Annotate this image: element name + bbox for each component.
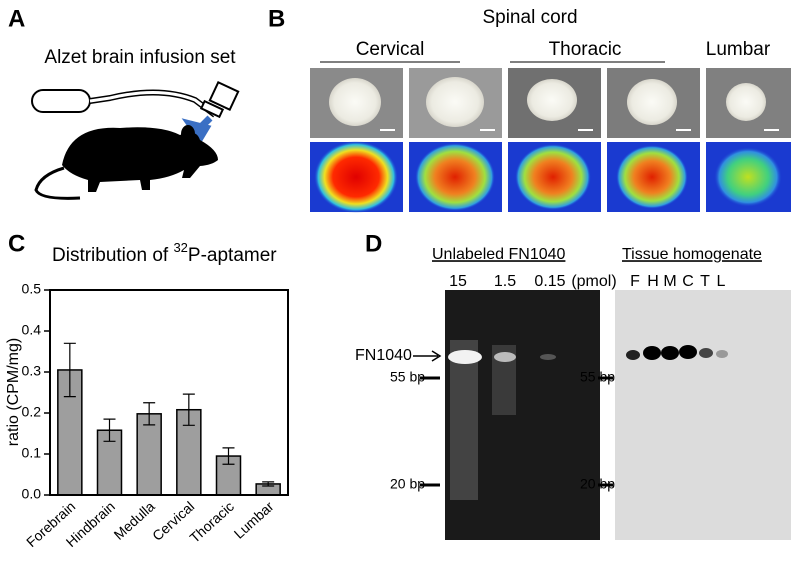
title-text: P-aptamer <box>188 245 277 266</box>
plot-frame <box>49 289 289 496</box>
marker-label: 20 bp <box>580 476 615 492</box>
error-bar <box>63 342 76 398</box>
lane-label: 1.5 <box>494 273 516 290</box>
x-tick-label: Thoracic <box>186 498 237 546</box>
y-tick-label: 0.2 <box>22 404 42 420</box>
marker-label: 55 bp <box>390 369 425 385</box>
infusion-illustration <box>31 80 240 200</box>
title-superscript: 32 <box>173 240 187 255</box>
x-tick-label: Lumbar <box>231 498 277 542</box>
y-axis-label: ratio (CPM/mg) <box>5 338 22 446</box>
marker-label: 20 bp <box>390 476 425 492</box>
lane-label: H <box>647 273 659 290</box>
y-tick-label: 0.3 <box>22 363 42 379</box>
lane-label: L <box>717 273 726 290</box>
lane-label: C <box>682 273 694 290</box>
gel-image <box>445 290 600 540</box>
bar-chart: 0.00.10.20.30.40.5ForebrainHindbrainMedu… <box>22 281 289 550</box>
lane-label: 0.15 <box>534 273 565 290</box>
panel-letter: C <box>8 230 25 257</box>
error-bar <box>262 481 275 487</box>
panel-title: Spinal cord <box>482 7 577 28</box>
unit-label: (pmol) <box>571 273 616 290</box>
panel-letter: D <box>365 230 382 257</box>
title-text: Distribution of <box>52 245 173 266</box>
marker-label: 55 bp <box>580 369 615 385</box>
band-label: FN1040 <box>355 347 412 364</box>
error-bar <box>222 447 235 465</box>
region-label: Cervical <box>356 39 425 60</box>
gel-title: Unlabeled FN1040 <box>432 246 566 263</box>
y-tick-label: 0.4 <box>22 322 42 338</box>
heatmaps <box>310 141 791 213</box>
region-label: Thoracic <box>549 39 622 60</box>
y-tick-label: 0.1 <box>22 445 42 461</box>
y-tick-label: 0.0 <box>22 486 42 502</box>
lane-label: F <box>630 273 640 290</box>
error-bar <box>143 402 156 426</box>
x-tick-label: Medulla <box>111 498 158 543</box>
gel-image <box>615 290 791 540</box>
region-label: Lumbar <box>706 39 771 60</box>
gel-title: Tissue homogenate <box>622 246 762 263</box>
lane-label: T <box>700 273 710 290</box>
tissue-images <box>310 68 791 138</box>
error-bar <box>103 418 116 442</box>
band-arrow <box>413 350 442 362</box>
panel-letter: A <box>8 5 25 32</box>
lane-label: M <box>663 273 676 290</box>
panel-letter: B <box>268 5 285 32</box>
error-bar <box>182 393 195 426</box>
lane-label: 15 <box>449 273 467 290</box>
chart-title: Distribution of 32P-aptamer <box>52 240 277 266</box>
panel-title: Alzet brain infusion set <box>44 47 236 68</box>
bar <box>136 413 162 496</box>
y-tick-label: 0.5 <box>22 281 42 297</box>
